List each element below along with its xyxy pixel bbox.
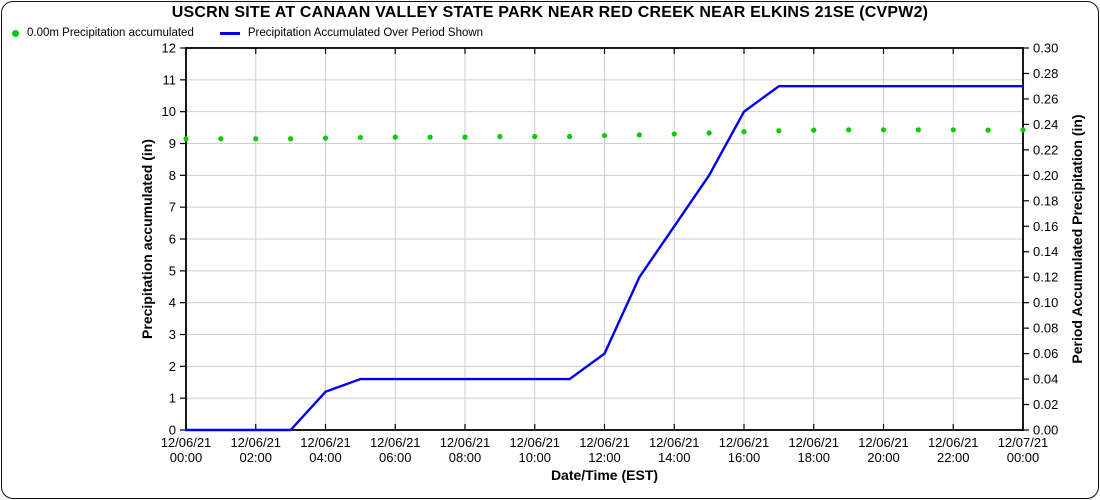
svg-text:12/07/21: 12/07/21: [998, 435, 1049, 450]
svg-text:12/06/21: 12/06/21: [370, 435, 421, 450]
svg-text:02:00: 02:00: [239, 450, 272, 465]
svg-text:12/06/21: 12/06/21: [719, 435, 770, 450]
svg-text:9: 9: [169, 136, 176, 151]
svg-text:20:00: 20:00: [867, 450, 900, 465]
blue-line-marker-icon: [219, 31, 240, 35]
left-axis-title: Precipitation accumulated (in): [139, 139, 155, 339]
precip-accumulated-dots: [183, 127, 1026, 142]
green-dot-marker-icon: [12, 29, 19, 37]
x-axis-tick-labels: 12/06/2100:0012/06/2102:0012/06/2104:001…: [161, 435, 1049, 465]
svg-text:Date/Time (EST): Date/Time (EST): [551, 467, 658, 483]
svg-text:12/06/21: 12/06/21: [161, 435, 212, 450]
svg-text:Precipitation accumulated (in): Precipitation accumulated (in): [139, 139, 155, 339]
svg-text:22:00: 22:00: [937, 450, 970, 465]
left-axis-ticks: [180, 47, 186, 431]
svg-text:0.22: 0.22: [1033, 142, 1058, 157]
svg-text:12/06/21: 12/06/21: [928, 435, 979, 450]
svg-text:10:00: 10:00: [518, 450, 551, 465]
x-axis-title: Date/Time (EST): [551, 467, 658, 483]
svg-text:0.08: 0.08: [1033, 321, 1058, 336]
svg-text:00:00: 00:00: [170, 450, 203, 465]
svg-text:0.00: 0.00: [1033, 423, 1058, 438]
svg-text:16:00: 16:00: [728, 450, 761, 465]
legend-item-accumulated: 0.00m Precipitation accumulated: [12, 27, 194, 39]
svg-text:04:00: 04:00: [309, 450, 342, 465]
svg-text:08:00: 08:00: [449, 450, 482, 465]
svg-text:12/06/21: 12/06/21: [440, 435, 491, 450]
legend: 0.00m Precipitation accumulated Precipit…: [12, 27, 483, 39]
svg-text:0.18: 0.18: [1033, 193, 1058, 208]
svg-text:14:00: 14:00: [658, 450, 691, 465]
svg-text:0: 0: [169, 423, 176, 438]
svg-text:0.26: 0.26: [1033, 91, 1058, 106]
vertical-gridlines: [255, 48, 954, 430]
svg-text:6: 6: [169, 232, 176, 247]
svg-text:3: 3: [169, 327, 176, 342]
svg-text:12/06/21: 12/06/21: [579, 435, 630, 450]
svg-text:00:00: 00:00: [1007, 450, 1040, 465]
svg-text:4: 4: [169, 295, 176, 310]
svg-text:12/06/21: 12/06/21: [230, 435, 281, 450]
svg-text:0.24: 0.24: [1033, 117, 1058, 132]
svg-text:12/06/21: 12/06/21: [509, 435, 560, 450]
right-axis-ticks: [1023, 47, 1029, 431]
svg-text:0.12: 0.12: [1033, 270, 1058, 285]
svg-text:Period Accumulated Precipitati: Period Accumulated Precipitation (in): [1069, 114, 1085, 363]
legend-item-period: Precipitation Accumulated Over Period Sh…: [219, 27, 484, 39]
period-precip-line: [184, 84, 1025, 432]
svg-text:06:00: 06:00: [379, 450, 412, 465]
svg-text:1: 1: [169, 391, 176, 406]
svg-text:0.30: 0.30: [1033, 41, 1058, 56]
svg-text:10: 10: [162, 104, 176, 119]
svg-text:12/06/21: 12/06/21: [858, 435, 909, 450]
svg-text:0.02: 0.02: [1033, 397, 1058, 412]
svg-text:0.16: 0.16: [1033, 219, 1058, 234]
chart-title: USCRN SITE AT CANAAN VALLEY STATE PARK N…: [171, 4, 929, 21]
svg-text:12/06/21: 12/06/21: [300, 435, 351, 450]
svg-text:8: 8: [169, 168, 176, 183]
svg-text:12: 12: [162, 41, 176, 56]
svg-text:18:00: 18:00: [797, 450, 830, 465]
legend-label-period: Precipitation Accumulated Over Period Sh…: [247, 27, 484, 39]
svg-text:11: 11: [163, 72, 177, 87]
right-axis-tick-labels: 0.00 0.02 0.04 0.06 0.08 0.10 0.12 0.14 0.16 0.18…: [1033, 41, 1058, 438]
svg-text:7: 7: [169, 200, 176, 215]
legend-label-accumulated: 0.00m Precipitation accumulated: [27, 27, 194, 39]
svg-text:0.04: 0.04: [1033, 372, 1058, 387]
svg-text:5: 5: [169, 263, 176, 278]
svg-text:2: 2: [169, 359, 176, 374]
svg-text:12/06/21: 12/06/21: [649, 435, 700, 450]
svg-text:0.10: 0.10: [1033, 295, 1058, 310]
svg-text:12:00: 12:00: [588, 450, 621, 465]
svg-text:0.14: 0.14: [1033, 244, 1058, 259]
svg-text:0.06: 0.06: [1033, 346, 1058, 361]
svg-text:0.28: 0.28: [1033, 66, 1058, 81]
svg-text:12/06/21: 12/06/21: [788, 435, 839, 450]
svg-text:0.20: 0.20: [1033, 168, 1058, 183]
right-axis-title: Period Accumulated Precipitation (in): [1069, 114, 1085, 363]
